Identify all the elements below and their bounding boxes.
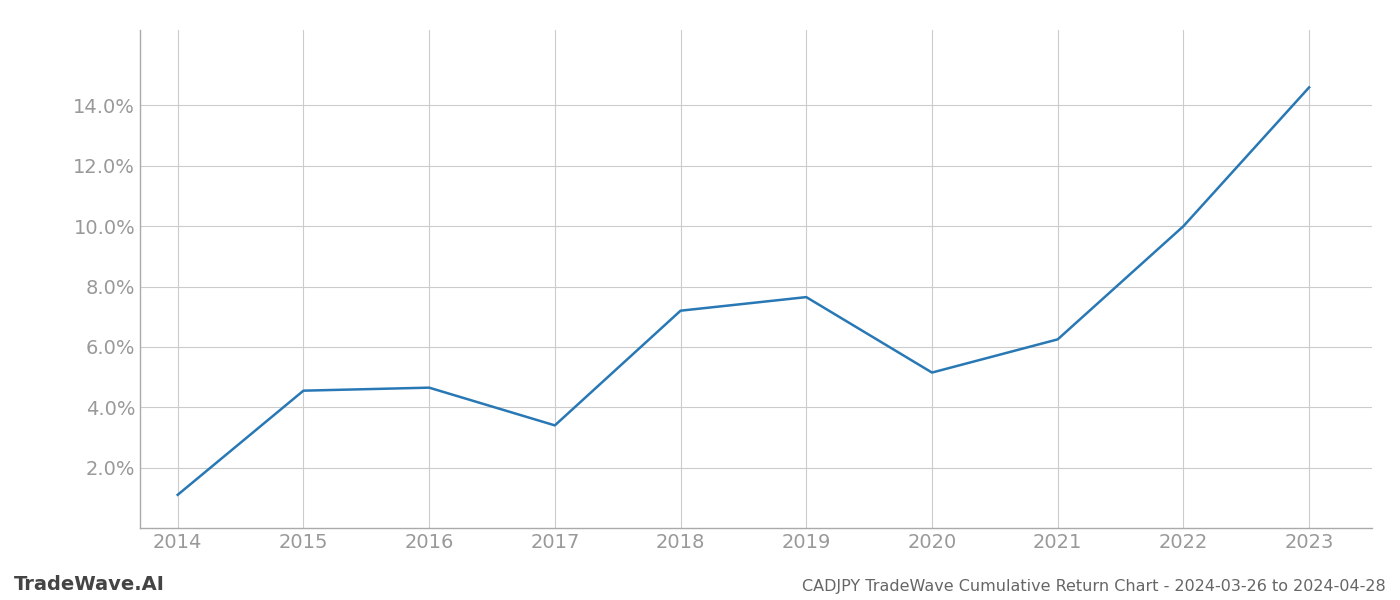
Text: CADJPY TradeWave Cumulative Return Chart - 2024-03-26 to 2024-04-28: CADJPY TradeWave Cumulative Return Chart…	[802, 579, 1386, 594]
Text: TradeWave.AI: TradeWave.AI	[14, 575, 165, 594]
